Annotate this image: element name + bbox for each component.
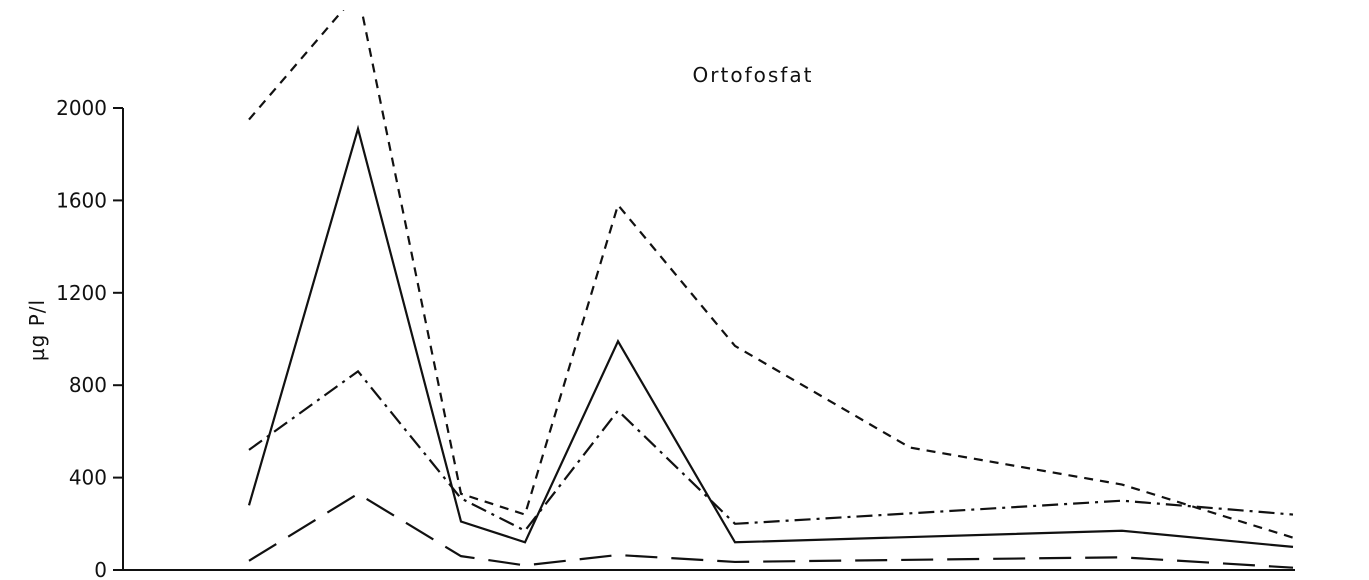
- y-tick-label: 0: [94, 558, 107, 580]
- series-group: [247, 10, 1294, 569]
- y-tick-label: 1200: [56, 281, 107, 305]
- y-axis-label: µg P/l: [25, 299, 49, 361]
- y-ticks: 0 400 800 1200 1600 2000: [56, 96, 123, 580]
- y-tick-label: 400: [69, 466, 107, 490]
- series-line-dash-dot: [248, 369, 1294, 533]
- y-tick-label: 2000: [56, 96, 107, 120]
- series-line-solid: [247, 124, 1294, 548]
- chart-title: Ortofosfat: [693, 63, 814, 87]
- series-line-long-dash: [248, 492, 1294, 569]
- series-line-short-dash: [248, 10, 1294, 539]
- y-tick-label: 1600: [56, 188, 107, 212]
- y-tick-label: 800: [69, 373, 107, 397]
